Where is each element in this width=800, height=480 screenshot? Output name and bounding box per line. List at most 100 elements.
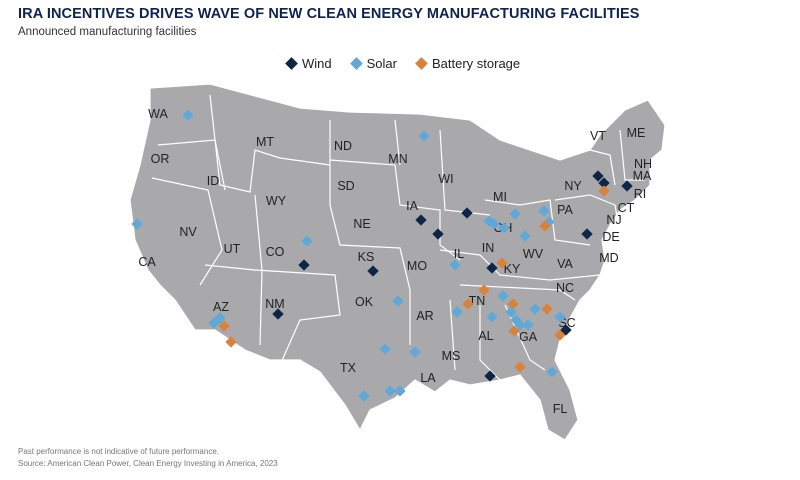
facility-marker-wind-va (581, 228, 593, 240)
border-9 (439, 249, 601, 281)
facility-marker-solar-oh (498, 222, 510, 234)
facility-marker-solar-al (505, 306, 517, 318)
state-label-wi: WI (438, 172, 453, 186)
state-label-ga: GA (519, 330, 538, 344)
legend-item-solar: Solar (349, 56, 397, 71)
state-label-id: ID (207, 174, 220, 188)
facility-marker-solar-oh (519, 230, 531, 242)
state-label-fl: FL (553, 402, 568, 416)
facility-marker-battery-storage-az (218, 320, 230, 332)
facility-marker-battery-storage-ky (496, 257, 508, 269)
footnote-source: Source: American Clean Power, Clean Ener… (18, 459, 278, 468)
border-6 (329, 120, 411, 345)
state-label-nm: NM (265, 297, 284, 311)
state-label-ok: OK (355, 295, 374, 309)
facility-marker-wind-ks (367, 265, 379, 277)
state-label-ny: NY (564, 179, 582, 193)
facility-marker-wind-mo (432, 228, 444, 240)
facility-marker-battery-storage-pa (539, 220, 551, 232)
state-label-nv: NV (179, 225, 197, 239)
state-label-ia: IA (406, 199, 418, 213)
legend-label-battery: Battery storage (431, 56, 521, 71)
facility-marker-solar-tx (394, 385, 406, 397)
footnote-performance: Past performance is not indicative of fu… (18, 447, 219, 456)
facility-marker-wind-ma (621, 180, 633, 192)
state-label-al: AL (478, 329, 493, 343)
facility-marker-wind-ny (598, 177, 610, 189)
state-label-ne: NE (353, 217, 370, 231)
state-label-wa: WA (148, 107, 168, 121)
facility-marker-wind-nm (272, 308, 284, 320)
border-5 (254, 194, 263, 346)
facility-marker-solar-tx (409, 346, 421, 358)
state-label-pa: PA (557, 203, 573, 217)
facility-marker-solar-ga (529, 303, 541, 315)
facility-marker-solar-tx (358, 390, 370, 402)
facility-marker-battery-storage-ga (541, 303, 553, 315)
facility-marker-solar-tn (497, 290, 509, 302)
legend-label-solar: Solar (366, 56, 397, 71)
facility-marker-wind-ia (415, 214, 427, 226)
state-label-sd: SD (337, 179, 354, 193)
facility-marker-battery-storage-tn (478, 284, 490, 296)
facility-marker-solar-tx (384, 385, 396, 397)
facility-marker-battery-storage-al (508, 325, 520, 337)
state-label-az: AZ (213, 300, 229, 314)
facility-marker-battery-storage-az (225, 336, 237, 348)
state-label-in: IN (482, 241, 495, 255)
state-label-mo: MO (407, 259, 427, 273)
state-label-de: DE (602, 230, 619, 244)
state-label-ks: KS (358, 250, 375, 264)
state-label-nc: NC (556, 281, 574, 295)
state-label-nd: ND (334, 139, 352, 153)
border-11 (449, 299, 546, 381)
facility-marker-solar-ok (392, 295, 404, 307)
facility-marker-wind-co (298, 259, 310, 271)
state-label-ky: KY (504, 262, 521, 276)
state-label-vt: VT (590, 129, 606, 143)
state-label-mi: MI (493, 190, 507, 204)
state-label-la: LA (420, 371, 436, 385)
facility-marker-solar-tx (379, 343, 391, 355)
state-label-ma: MA (633, 169, 652, 183)
state-label-ca: CA (138, 255, 156, 269)
border-14 (589, 129, 645, 186)
border-7 (329, 159, 461, 261)
facility-marker-solar-pa (538, 205, 550, 217)
state-label-tx: TX (340, 361, 357, 375)
state-labels: WA OR CA ID NV MT WY UT AZ CO NM ND SD NE KS OK TX MN IA MO… (138, 107, 652, 416)
facility-marker-solar-az (214, 312, 226, 324)
border-4 (204, 264, 341, 366)
border-12 (484, 199, 591, 246)
border-2 (151, 177, 223, 286)
state-label-il: IL (454, 247, 464, 261)
facility-marker-solar-co (301, 235, 313, 247)
facility-marker-wind-sc (560, 324, 572, 336)
legend-item-battery: Battery storage (415, 56, 521, 71)
border-10 (459, 284, 576, 301)
chart-subtitle: Announced manufacturing facilities (18, 26, 197, 38)
facility-marker-solar-fl (546, 366, 558, 378)
border-8 (394, 119, 491, 216)
state-label-wy: WY (266, 194, 287, 208)
facility-markers (131, 109, 633, 402)
facility-marker-solar-ga (514, 319, 526, 331)
facility-marker-solar-oh (509, 208, 521, 220)
facility-marker-solar-sc (554, 311, 566, 323)
state-label-mn: MN (388, 152, 407, 166)
state-label-co: CO (266, 245, 285, 259)
state-label-wv: WV (523, 247, 544, 261)
chart-title: IRA INCENTIVES DRIVES WAVE OF NEW CLEAN … (18, 6, 640, 22)
us-land (129, 83, 666, 441)
facility-marker-battery-storage-tn (507, 298, 519, 310)
facility-marker-solar-al (486, 311, 498, 323)
facility-marker-battery-storage-tn (462, 298, 474, 310)
state-label-me: ME (627, 126, 646, 140)
border-13 (554, 194, 621, 236)
legend: Wind Solar Battery storage (285, 56, 521, 71)
facility-marker-wind-il (461, 207, 473, 219)
state-label-va: VA (557, 257, 573, 271)
border-3 (209, 94, 331, 193)
facility-marker-wind-al (484, 370, 496, 382)
